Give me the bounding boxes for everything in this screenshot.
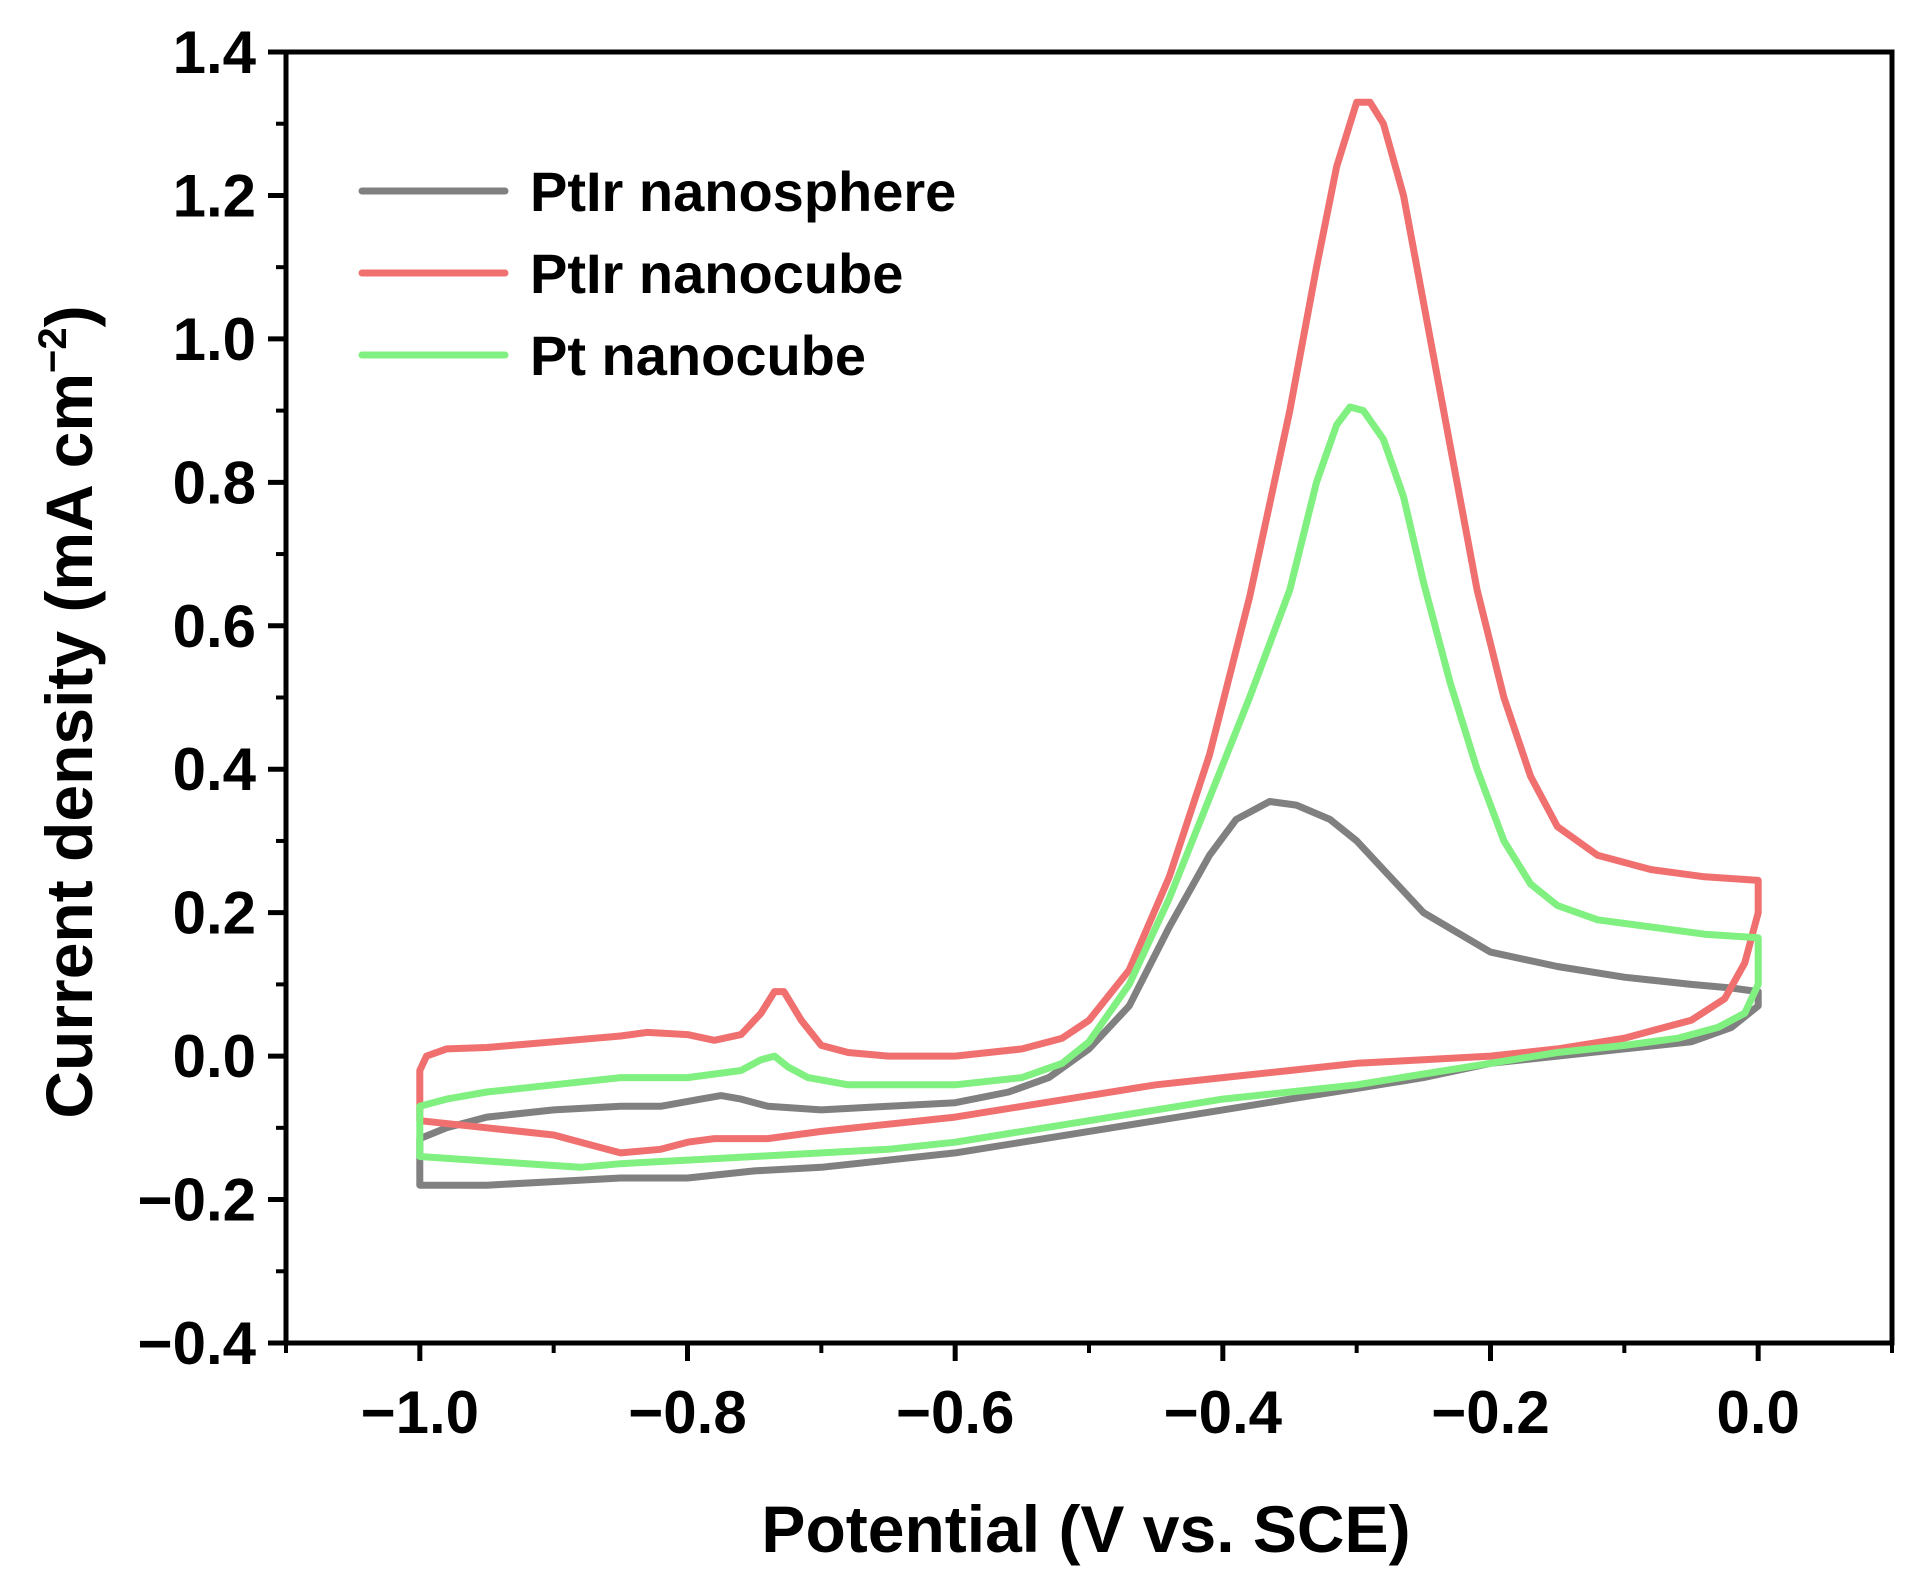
y-axis-title-close: ): [32, 305, 106, 327]
y-tick-label-0-4: −0.4: [138, 1310, 257, 1377]
series-line-ptir-nanocube: [416, 98, 1762, 1157]
y-tick-label-0-4: 0.4: [173, 736, 257, 803]
y-axis-title-main: Current density (mA cm: [32, 373, 106, 1119]
x-tick-label-0-0: 0.0: [1716, 1379, 1799, 1446]
series-line-ptir-nanosphere: [416, 798, 1762, 1189]
series-line-pt-nanocube: [416, 403, 1762, 1171]
y-axis-title: Current density (mA cm−2): [31, 305, 106, 1118]
x-tick-label-0-8: −0.8: [628, 1379, 746, 1446]
y-tick-label-0-8: 0.8: [173, 449, 256, 516]
x-tick-label-0-2: −0.2: [1431, 1379, 1549, 1446]
legend-label-ptir-nanosphere: PtIr nanosphere: [530, 160, 956, 223]
plot-frame: [283, 49, 1895, 1346]
y-tick-label-1-4: 1.4: [173, 19, 257, 86]
y-tick-label-0-6: 0.6: [173, 593, 256, 660]
y-tick-label-0-0: 0.0: [173, 1023, 256, 1090]
x-tick-label-1-0: −1.0: [361, 1379, 479, 1446]
y-tick-label-1-0: 1.0: [173, 306, 256, 373]
series-layer: [416, 98, 1762, 1189]
y-tick-label-0-2: −0.2: [138, 1167, 256, 1234]
y-tick-label-1-2: 1.2: [173, 162, 256, 229]
y-axis-title-superscript: −2: [31, 327, 75, 373]
y-tick-label-0-2: 0.2: [173, 880, 256, 947]
x-tick-label-0-6: −0.6: [896, 1379, 1014, 1446]
legend-label-pt-nanocube: Pt nanocube: [530, 324, 866, 387]
legend: PtIr nanosphere PtIr nanocube Pt nanocube: [358, 160, 956, 387]
x-tick-label-0-4: −0.4: [1164, 1379, 1283, 1446]
legend-label-ptir-nanocube: PtIr nanocube: [530, 242, 903, 305]
x-axis-title: Potential (V vs. SCE): [761, 1492, 1410, 1566]
tick-layer: −1.0 −0.8 −0.6 −0.4 −0.2 0.0 1.4 1.2 1.0 0.8 0.6 0.…: [138, 19, 1894, 1446]
